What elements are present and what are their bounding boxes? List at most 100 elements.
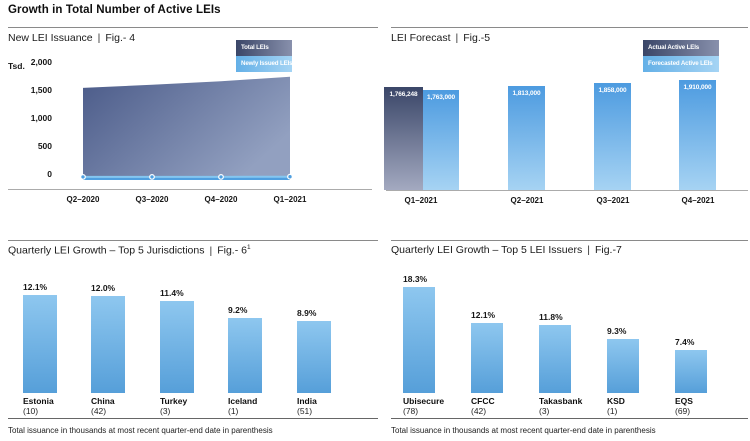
fig7-value-label: 7.4%	[675, 337, 695, 347]
fig5-x-tick: Q3–2021	[596, 196, 630, 205]
legend-item-actual-active-leis: Actual Active LEIs	[643, 40, 719, 56]
title-separator: |	[209, 244, 213, 257]
fig5-x-tick: Q2–2021	[510, 196, 544, 205]
fig4-x-tick: Q4–2020	[204, 195, 238, 204]
fig7-category-note: (1)	[607, 406, 618, 416]
fig6-category-note: (42)	[91, 406, 107, 416]
title-separator: |	[97, 32, 101, 44]
fig7-bar	[403, 287, 435, 393]
fig6-value-label: 9.2%	[228, 305, 248, 315]
fig4-y-tick: 2,000	[30, 56, 52, 67]
fig4-y-tick: 0	[47, 168, 52, 179]
fig6-category-label: Turkey	[160, 396, 188, 406]
fig7-fig-label: Fig.-7	[594, 244, 622, 256]
fig4-section-title: New LEI Issuance | Fig.- 4	[8, 32, 135, 44]
fig6-superscript: 1	[246, 244, 251, 251]
fig6-value-label: 12.1%	[23, 282, 48, 292]
fig5-bar-value-label: 1,858,000	[598, 87, 627, 94]
fig5-title-text: LEI Forecast	[391, 32, 451, 44]
fig6-category-note: (1)	[228, 406, 239, 416]
fig7-footnote: Total issuance in thousands at most rece…	[391, 426, 656, 435]
fig6-category-label: Estonia	[23, 396, 54, 406]
fig6-category-label: India	[297, 396, 317, 406]
title-separator: |	[455, 32, 459, 44]
fig5-fig-label: Fig.-5	[463, 32, 491, 44]
fig4-x-tick: Q2–2020	[66, 195, 100, 204]
divider-line	[8, 27, 378, 28]
fig5-bar: 1,813,000	[508, 86, 545, 190]
fig6-bar	[160, 301, 194, 393]
fig6-section-title: Quarterly LEI Growth – Top 5 Jurisdictio…	[8, 244, 251, 257]
fig7-bar	[471, 323, 503, 393]
fig6-bar	[228, 318, 262, 393]
newly-issued-marker	[149, 173, 155, 180]
fig5-x-tick: Q4–2021	[681, 196, 715, 205]
fig6-bar	[23, 295, 57, 393]
fig4-x-tick: Q1–2021	[273, 195, 307, 204]
fig5-bar: 1,763,000	[423, 90, 459, 190]
title-separator: |	[587, 244, 590, 256]
divider-line	[8, 418, 378, 419]
fig5-bar: 1,858,000	[594, 83, 631, 190]
fig5-x-tick: Q1–2021	[404, 196, 438, 205]
fig4-title-text: New LEI Issuance	[8, 32, 93, 44]
fig4-unit-label: Tsd.	[8, 61, 25, 71]
fig7-category-note: (42)	[471, 406, 487, 416]
fig4-fig-label: Fig.- 4	[105, 32, 136, 44]
fig4-y-tick: 1,000	[30, 112, 52, 123]
fig7-value-label: 12.1%	[471, 310, 496, 320]
fig7-category-label: CFCC	[471, 396, 495, 406]
fig5-bar: 1,910,000	[679, 80, 716, 190]
fig7-category-label: Ubisecure	[403, 396, 445, 406]
legend-item-total-leis: Total LEIs	[236, 40, 292, 56]
fig4-x-axis	[8, 189, 372, 190]
fig5-bar: 1,766,248	[384, 87, 423, 190]
fig4-x-tick: Q3–2020	[135, 195, 169, 204]
total-leis-area	[83, 76, 290, 180]
divider-line	[391, 240, 748, 241]
fig7-value-label: 11.8%	[539, 312, 563, 322]
fig7-title-text: Quarterly LEI Growth – Top 5 LEI Issuers	[391, 244, 583, 256]
fig6-bar	[91, 296, 125, 393]
fig6-value-label: 12.0%	[91, 283, 116, 293]
fig6-category-note: (51)	[297, 406, 313, 416]
fig5-bar-value-label: 1,766,248	[389, 91, 418, 98]
fig6-category-note: (3)	[160, 406, 171, 416]
legend-item-forecasted-active-leis: Forecasted Active LEIs	[643, 56, 719, 72]
fig7-value-label: 18.3%	[403, 274, 428, 284]
fig6-title-text: Quarterly LEI Growth – Top 5 Jurisdictio…	[8, 244, 205, 257]
fig6-category-note: (10)	[23, 406, 39, 416]
fig4-legend: Total LEIs Newly Issued LEIs	[236, 40, 292, 72]
legend-item-newly-issued-leis: Newly Issued LEIs	[236, 56, 292, 72]
fig4-area-chart	[80, 76, 293, 180]
fig7-category-note: (78)	[403, 406, 419, 416]
fig6-value-label: 8.9%	[297, 308, 317, 318]
fig4-y-tick: 500	[37, 140, 52, 151]
fig7-section-title: Quarterly LEI Growth – Top 5 LEI Issuers…	[391, 244, 622, 256]
page-title: Growth in Total Number of Active LEIs	[8, 4, 221, 16]
divider-line	[8, 240, 378, 241]
fig5-bar-value-label: 1,910,000	[683, 84, 712, 91]
fig6-category-label: China	[91, 396, 115, 406]
fig7-category-note: (3)	[539, 406, 550, 416]
fig7-value-label: 9.3%	[607, 326, 627, 336]
fig7-category-note: (69)	[675, 406, 691, 416]
newly-issued-marker	[287, 173, 293, 180]
fig5-legend: Actual Active LEIs Forecasted Active LEI…	[643, 40, 719, 72]
fig7-category-label: KSD	[607, 396, 625, 406]
fig7-category-label: Takasbank	[539, 396, 583, 406]
newly-issued-marker	[80, 173, 86, 180]
fig7-category-label: EQS	[675, 396, 693, 406]
fig6-fig-label: Fig.- 6	[217, 244, 247, 257]
fig6-value-label: 11.4%	[160, 288, 184, 298]
divider-line	[391, 418, 748, 419]
fig6-footnote: Total issuance in thousands at most rece…	[8, 426, 273, 435]
fig7-bar	[539, 325, 571, 393]
fig6-bar	[297, 321, 331, 393]
fig5-bar-value-label: 1,763,000	[426, 94, 456, 101]
newly-issued-marker	[218, 173, 224, 180]
divider-line	[391, 27, 748, 28]
fig5-x-axis	[386, 190, 748, 191]
fig4-y-tick: 1,500	[30, 84, 52, 95]
